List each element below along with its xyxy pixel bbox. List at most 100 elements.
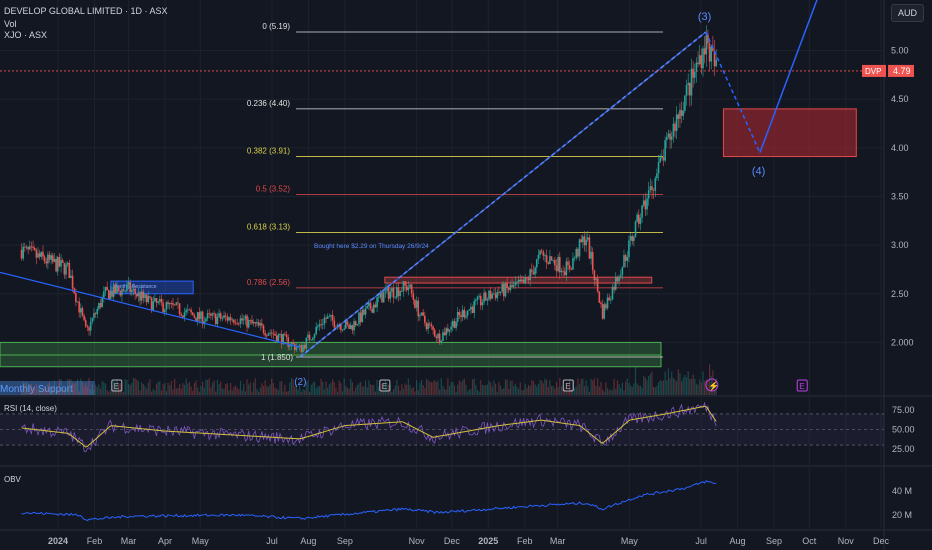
candle	[614, 272, 617, 291]
candle	[527, 275, 530, 284]
volume-bar	[503, 388, 505, 395]
candle	[42, 245, 44, 261]
candle	[463, 306, 466, 320]
volume-bar	[86, 386, 88, 395]
volume-bar	[458, 380, 460, 395]
volume-bar	[669, 378, 671, 395]
volume-bar	[119, 382, 121, 395]
volume-bar	[254, 378, 256, 395]
volume-bar	[386, 383, 388, 395]
volume-bar	[402, 388, 405, 395]
volume-bar	[467, 391, 469, 395]
volume-bar	[590, 379, 592, 395]
candle	[292, 339, 294, 345]
volume-bar	[160, 390, 163, 395]
candle	[112, 282, 115, 301]
volume-bar	[81, 381, 84, 395]
candle	[109, 285, 112, 301]
volume-bar	[694, 378, 696, 395]
candle	[238, 322, 240, 327]
volume-bar	[587, 386, 589, 395]
candle	[94, 312, 97, 318]
volume-bar	[633, 383, 635, 395]
candle	[621, 265, 624, 280]
candle	[470, 302, 472, 315]
candle	[586, 230, 589, 242]
volume-bar	[407, 378, 409, 395]
candle	[277, 333, 280, 343]
candle	[330, 314, 332, 322]
candle	[93, 307, 95, 321]
volume-bar	[674, 379, 676, 395]
candle	[116, 280, 118, 295]
volume-bar	[638, 385, 640, 395]
candle	[582, 234, 584, 248]
candle	[351, 324, 354, 335]
candle	[417, 297, 420, 322]
compare-symbol[interactable]: XJO · ASX	[4, 30, 48, 40]
volume-bar	[274, 387, 276, 395]
volume-bar	[104, 383, 107, 395]
candle	[690, 58, 693, 106]
volume-bar	[96, 386, 98, 395]
volume-bar	[346, 387, 349, 395]
volume-bar	[666, 380, 668, 395]
candle	[425, 322, 428, 332]
volume-bar	[228, 390, 230, 395]
candle	[603, 301, 606, 320]
volume-bar	[550, 385, 553, 395]
candle	[295, 342, 298, 353]
volume-bar	[611, 390, 614, 395]
candle	[557, 254, 559, 273]
candle	[636, 212, 638, 223]
volume-bar	[559, 378, 561, 395]
volume-bar	[73, 384, 75, 395]
volume-bar	[177, 388, 179, 395]
volume-bar	[439, 389, 441, 395]
price-axis-tick: 3.00	[891, 240, 909, 250]
volume-bar	[676, 381, 678, 395]
volume-bar	[192, 390, 194, 395]
candle	[224, 312, 227, 322]
volume-bar	[570, 389, 572, 395]
volume-bar	[276, 388, 278, 395]
candle	[475, 298, 477, 306]
volume-bar	[236, 387, 238, 395]
volume-bar	[313, 381, 316, 395]
candle	[384, 284, 387, 298]
candle	[83, 313, 85, 322]
earnings-marker-box	[111, 379, 123, 392]
volume-bar	[537, 383, 539, 395]
time-axis-tick: Apr	[158, 536, 172, 546]
candle	[583, 230, 586, 252]
volume-bar	[188, 381, 191, 395]
volume-bar	[75, 382, 77, 395]
volume-bar	[411, 388, 413, 395]
volume-bar	[585, 380, 587, 395]
volume-bar	[667, 368, 670, 395]
candle	[679, 103, 681, 128]
volume-bar	[317, 386, 319, 395]
currency-button[interactable]: AUD	[890, 4, 924, 22]
volume-bar	[121, 390, 123, 395]
candle	[168, 302, 171, 310]
candle	[657, 154, 660, 181]
candle	[214, 312, 217, 326]
volume-bar	[266, 386, 268, 395]
volume-bar	[202, 381, 204, 395]
price-axis-tick: 4.00	[891, 143, 909, 153]
candle	[558, 252, 561, 280]
volume-bar	[127, 383, 130, 395]
volume-bar	[70, 379, 72, 395]
candle	[634, 219, 637, 238]
candle	[323, 314, 326, 330]
candle	[415, 296, 418, 312]
candle	[489, 287, 492, 302]
candle	[354, 320, 357, 328]
volume-bar	[108, 391, 110, 395]
volume-bar	[639, 385, 642, 395]
candle	[152, 296, 155, 312]
candle	[619, 269, 622, 280]
candle	[522, 275, 525, 284]
